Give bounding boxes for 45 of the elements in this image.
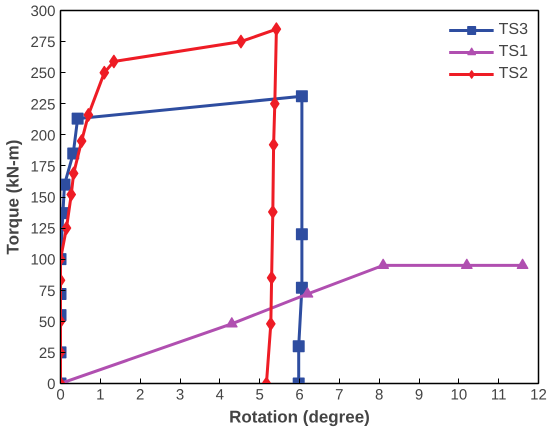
y-tick-label: 175 [30,158,56,176]
x-tick-label: 1 [96,386,105,404]
y-tick-label: 250 [30,65,56,82]
y-tick-label: 275 [30,34,56,52]
point [266,316,276,331]
point [301,287,314,298]
x-tick-label: 8 [374,386,384,404]
y-tick-label: 25 [38,344,56,362]
point [516,258,529,270]
y-tick-label: 150 [30,190,56,206]
x-tick-label: 2 [136,386,144,404]
point [296,90,308,102]
y-tick-label: 225 [30,96,56,114]
x-tick-label: 4 [216,386,224,404]
legend-label: TS3 [498,21,528,39]
x-tick-label: 9 [414,386,424,404]
point [268,204,278,219]
y-tick-label: 125 [30,220,56,238]
point [270,96,280,111]
y-tick-label: 0 [47,376,56,393]
y-tick-label: 200 [30,127,56,144]
point [66,188,76,202]
point [99,66,110,80]
point [460,258,473,270]
point [292,340,305,352]
x-tick-label: 11 [490,386,506,404]
y-tick-label: 100 [30,252,56,269]
point [296,228,308,240]
legend-label: TS1 [498,43,528,61]
x-axis-title: Rotation (degree) [229,408,370,426]
x-tick-label: 10 [450,386,468,404]
y-tick-label: 75 [38,282,56,300]
x-tick-label: 5 [255,386,264,404]
point [226,316,238,328]
x-tick-label: 7 [335,386,344,404]
y-tick-label: 50 [38,314,56,331]
y-tick-label: 300 [30,3,56,20]
point [377,258,390,270]
legend-label: TS2 [498,65,528,83]
x-tick-label: 3 [176,386,184,404]
x-tick-label: 12 [530,386,547,404]
point [72,112,84,125]
y-axis-title: Torque (kN-m) [3,140,22,254]
x-tick-label: 6 [295,386,304,404]
point [60,178,70,191]
